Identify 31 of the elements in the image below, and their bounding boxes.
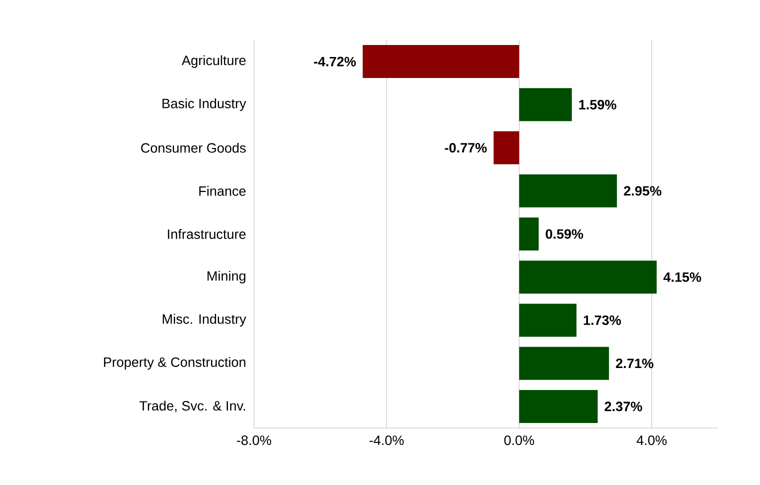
y-tick-label: Infrastructure [168, 229, 246, 239]
data-label: 1.73% [584, 315, 621, 326]
bar [362, 45, 520, 78]
data-label: -4.72% [314, 56, 356, 66]
y-tick-label: Agriculture [182, 55, 246, 68]
bar [519, 218, 539, 251]
bar [494, 131, 520, 164]
data-label: 2.37% [604, 402, 642, 412]
data-label: -0.77% [444, 143, 487, 153]
y-tick-label: Finance [199, 186, 246, 196]
data-label: 1.59% [579, 100, 616, 110]
y-tick-label: Trade, Svc. & Inv. [139, 400, 245, 412]
y-tick-label: Basic Industry [162, 98, 246, 111]
bar [519, 304, 576, 337]
data-label: 4.15% [663, 272, 702, 282]
x-tick-label: 0.0% [504, 436, 534, 446]
x-tick-label: -8.0% [236, 436, 272, 446]
x-tick-label: 4.0% [636, 436, 667, 446]
y-tick-label: Misc. Industry [162, 314, 246, 327]
bar [519, 346, 609, 380]
y-tick-label: Property & Construction [104, 357, 246, 370]
x-tick-label: -4.0% [370, 436, 404, 446]
bar [519, 260, 657, 294]
data-label: 2.71% [616, 358, 654, 368]
y-tick-label: Consumer Goods [141, 142, 246, 153]
bar [519, 174, 617, 208]
bar [519, 390, 598, 423]
data-label: 2.95% [624, 186, 662, 196]
bar [519, 88, 572, 122]
data-label: 0.59% [546, 229, 584, 239]
y-tick-label: Mining [208, 270, 246, 284]
